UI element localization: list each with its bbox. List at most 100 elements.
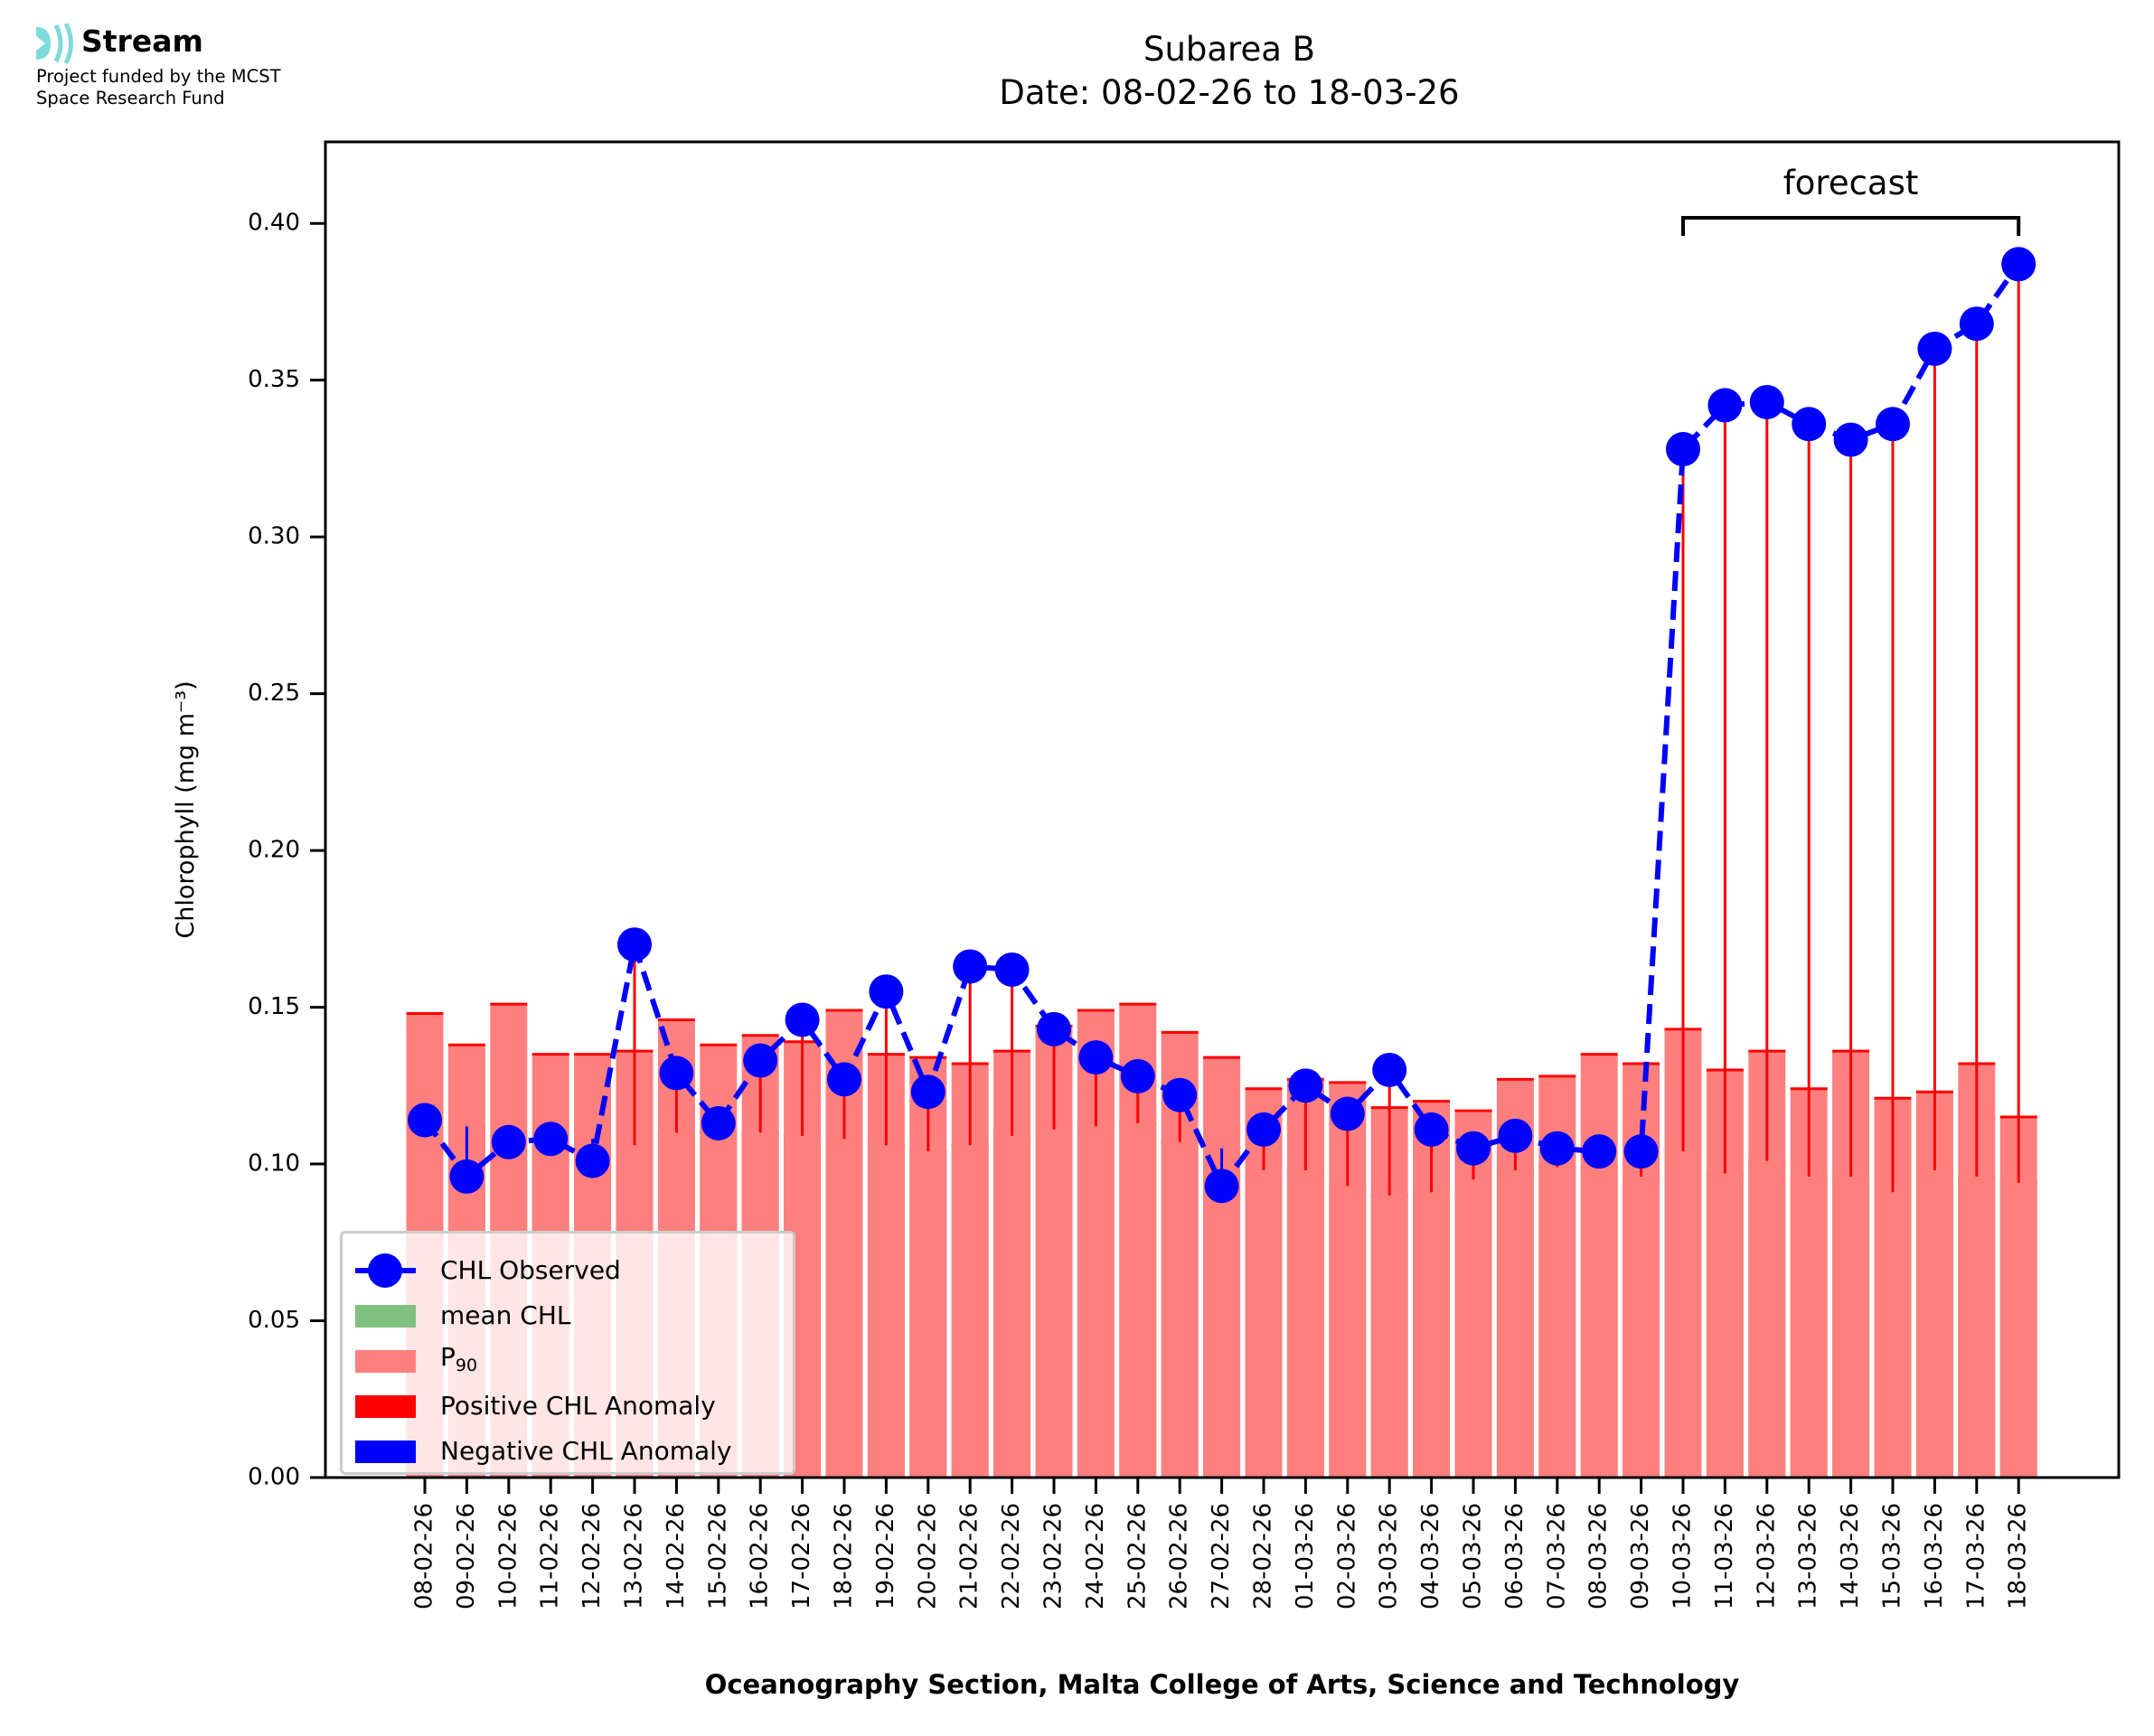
- y-tick-label: 0.20: [248, 837, 300, 864]
- x-tick-label: 11-03-26: [1711, 1503, 1738, 1609]
- observed-point: [1330, 1096, 1365, 1131]
- legend-label: Negative CHL Anomaly: [440, 1436, 732, 1466]
- x-tick-label: 27-02-26: [1208, 1503, 1235, 1609]
- observed-point: [1414, 1112, 1449, 1147]
- chart-subtitle: Date: 08-02-26 to 18-03-26: [999, 73, 1460, 112]
- observed-point: [827, 1062, 861, 1097]
- x-tick-label: 14-03-26: [1837, 1503, 1864, 1609]
- x-tick-label: 14-02-26: [663, 1503, 690, 1609]
- legend-item-chl-observed: CHL Observed: [355, 1248, 621, 1293]
- observed-point: [1078, 1040, 1114, 1075]
- observed-point: [1959, 306, 1994, 342]
- observed-point: [1162, 1077, 1198, 1112]
- x-tick-label: 18-03-26: [2005, 1503, 2032, 1609]
- y-tick-label: 0.35: [248, 366, 300, 393]
- x-tick-label: 23-02-26: [1040, 1503, 1068, 1609]
- x-tick-label: 12-02-26: [578, 1503, 606, 1609]
- x-tick-label: 09-02-26: [453, 1503, 480, 1609]
- x-tick-label: 26-02-26: [1166, 1503, 1193, 1609]
- observed-point: [743, 1043, 778, 1078]
- observed-point: [1246, 1112, 1281, 1147]
- y-tick-label: 0.10: [248, 1150, 300, 1178]
- observed-point: [785, 1002, 820, 1037]
- observed-point: [1120, 1058, 1155, 1093]
- x-tick-label: 18-02-26: [831, 1503, 858, 1609]
- x-tick-label: 12-03-26: [1753, 1503, 1780, 1609]
- legend: CHL Observed mean CHL P90 Positive CHL A…: [340, 1231, 795, 1475]
- legend-label: P90: [440, 1341, 478, 1375]
- observed-point: [953, 949, 988, 984]
- y-tick-label: 0.30: [248, 523, 300, 550]
- logo-subtitle-line-2: Space Research Fund: [36, 88, 225, 108]
- x-tick-label: 13-02-26: [621, 1503, 648, 1609]
- x-tick-label: 04-03-26: [1417, 1503, 1444, 1609]
- y-tick-label: 0.25: [248, 680, 300, 707]
- line-marker-icon: [355, 1253, 416, 1288]
- red-patch-icon: [355, 1394, 416, 1418]
- legend-item-positive-anomaly: Positive CHL Anomaly: [355, 1384, 716, 1429]
- observed-point: [491, 1124, 526, 1159]
- x-tick-label: 08-03-26: [1585, 1503, 1613, 1609]
- logo-name: Stream: [81, 23, 203, 59]
- x-ticks: 08-02-26 09-02-26 10-02-26 11-02-26 12-02-26…: [411, 1478, 2032, 1609]
- x-tick-label: 21-02-26: [956, 1503, 983, 1609]
- observed-point: [869, 974, 904, 1009]
- legend-item-p90: P90: [355, 1338, 477, 1384]
- observed-point: [617, 927, 652, 962]
- x-tick-label: 28-02-26: [1250, 1503, 1277, 1609]
- y-tick-label: 0.15: [248, 993, 300, 1020]
- observed-point: [910, 1074, 945, 1110]
- observed-point: [533, 1121, 569, 1157]
- x-tick-label: 07-03-26: [1543, 1503, 1570, 1609]
- observed-point: [1666, 432, 1700, 467]
- x-tick-label: 24-02-26: [1082, 1503, 1109, 1609]
- y-axis-label: Chlorophyll (mg m⁻³): [172, 680, 200, 938]
- observed-point: [449, 1159, 484, 1194]
- observed-point: [1456, 1131, 1491, 1166]
- observed-point: [1037, 1011, 1071, 1046]
- observed-point: [1749, 384, 1784, 419]
- x-tick-label: 17-03-26: [1962, 1503, 1989, 1609]
- observed-point: [1372, 1052, 1407, 1087]
- observed-point: [1792, 407, 1827, 442]
- y-ticks: 0.00 0.05 0.10 0.15 0.20 0.25 0.30 0.35 0.40: [248, 210, 325, 1491]
- y-tick-label: 0.05: [248, 1307, 300, 1334]
- observed-point: [1288, 1068, 1323, 1103]
- x-tick-label: 02-03-26: [1333, 1503, 1360, 1609]
- x-tick-label: 15-02-26: [704, 1503, 731, 1609]
- x-tick-label: 08-02-26: [411, 1503, 438, 1609]
- logo-subtitle-line-1: Project funded by the MCST: [36, 66, 281, 87]
- observed-point: [1204, 1168, 1239, 1204]
- observed-point: [1582, 1134, 1617, 1169]
- x-axis-label: Oceanography Section, Malta College of A…: [704, 1669, 1740, 1700]
- observed-point: [994, 952, 1030, 987]
- observed-point: [1539, 1131, 1575, 1166]
- stream-logo-icon: [36, 23, 73, 63]
- x-tick-label: 10-02-26: [494, 1503, 522, 1609]
- x-tick-label: 10-03-26: [1670, 1503, 1697, 1609]
- observed-point: [2001, 247, 2036, 282]
- blue-patch-icon: [355, 1440, 416, 1463]
- x-tick-label: 25-02-26: [1124, 1503, 1151, 1609]
- x-tick-label: 01-03-26: [1292, 1503, 1319, 1609]
- legend-label: mean CHL: [440, 1300, 571, 1330]
- observed-point: [1707, 388, 1743, 423]
- legend-item-negative-anomaly: Negative CHL Anomaly: [355, 1429, 731, 1474]
- forecast-label: forecast: [1783, 164, 1919, 202]
- x-tick-label: 15-03-26: [1879, 1503, 1906, 1609]
- x-tick-label: 06-03-26: [1501, 1503, 1528, 1609]
- observed-point: [1498, 1118, 1533, 1153]
- observed-point: [575, 1143, 610, 1178]
- x-tick-label: 11-02-26: [537, 1503, 564, 1609]
- green-patch-icon: [355, 1304, 416, 1328]
- x-tick-label: 17-02-26: [788, 1503, 815, 1609]
- observed-point: [1623, 1134, 1659, 1169]
- observed-point: [408, 1103, 442, 1138]
- legend-label: CHL Observed: [440, 1255, 621, 1285]
- x-tick-label: 05-03-26: [1460, 1503, 1487, 1609]
- y-tick-label: 0.00: [248, 1464, 300, 1491]
- observed-point: [659, 1056, 694, 1091]
- pink-patch-icon: [355, 1349, 416, 1373]
- x-tick-label: 13-03-26: [1795, 1503, 1822, 1609]
